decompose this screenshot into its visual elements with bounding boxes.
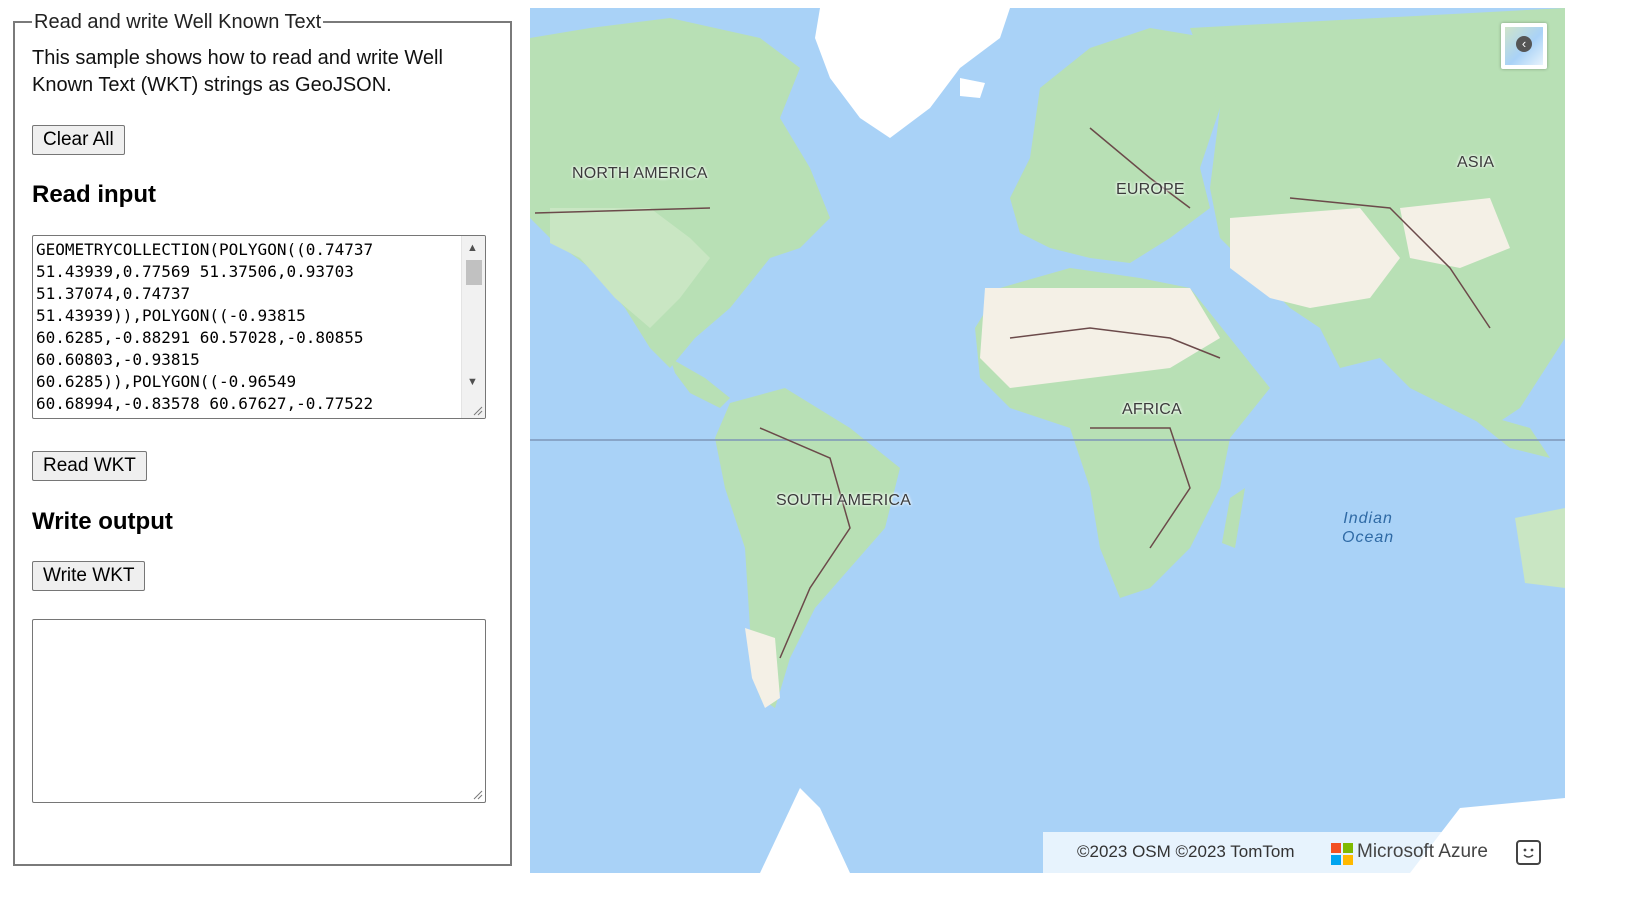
map-canvas[interactable]: NORTH AMERICA EUROPE ASIA AFRICA SOUTH A… — [530, 8, 1565, 873]
read-input-value: GEOMETRYCOLLECTION(POLYGON((0.74737 51.4… — [36, 240, 374, 413]
label-south-america: SOUTH AMERICA — [776, 492, 912, 509]
label-asia: ASIA — [1457, 154, 1495, 171]
label-north-america: NORTH AMERICA — [572, 165, 708, 182]
write-wkt-button[interactable]: Write WKT — [32, 561, 146, 591]
chevron-left-icon: ‹ — [1516, 36, 1532, 52]
read-wkt-button[interactable]: Read WKT — [32, 451, 147, 481]
read-input-heading: Read input — [32, 181, 156, 208]
read-input-scrollbar[interactable]: ▲ ▼ — [461, 236, 485, 418]
resize-grip-icon[interactable] — [471, 788, 483, 800]
label-europe: EUROPE — [1116, 181, 1185, 198]
world-map-graphic — [530, 8, 1565, 873]
scroll-thumb[interactable] — [466, 260, 482, 285]
scroll-up-icon[interactable]: ▲ — [467, 242, 478, 254]
sample-description: This sample shows how to read and write … — [32, 47, 443, 96]
copyright-text: ©2023 OSM ©2023 TomTom — [1077, 842, 1295, 861]
scroll-down-icon[interactable]: ▼ — [467, 376, 478, 388]
microsoft-logo-icon — [1331, 843, 1353, 865]
write-output-heading: Write output — [32, 508, 173, 535]
read-input-textarea[interactable]: GEOMETRYCOLLECTION(POLYGON((0.74737 51.4… — [32, 235, 486, 419]
write-output-textarea[interactable] — [32, 619, 486, 803]
clear-all-button[interactable]: Clear All — [32, 125, 125, 155]
feedback-smiley-icon[interactable] — [1516, 840, 1541, 865]
resize-grip-icon[interactable] — [471, 404, 483, 416]
map-style-picker[interactable]: ‹ — [1501, 23, 1547, 69]
sample-panel: Read and write Well Known Text This samp… — [13, 11, 512, 866]
map-attribution-bar: ©2023 OSM ©2023 TomTom Microsoft Azure — [1043, 832, 1565, 873]
panel-legend: Read and write Well Known Text — [32, 11, 324, 34]
label-africa: AFRICA — [1122, 401, 1182, 418]
label-indian-ocean: Indian Ocean — [1342, 510, 1395, 546]
brand-text: Microsoft Azure — [1357, 841, 1488, 862]
